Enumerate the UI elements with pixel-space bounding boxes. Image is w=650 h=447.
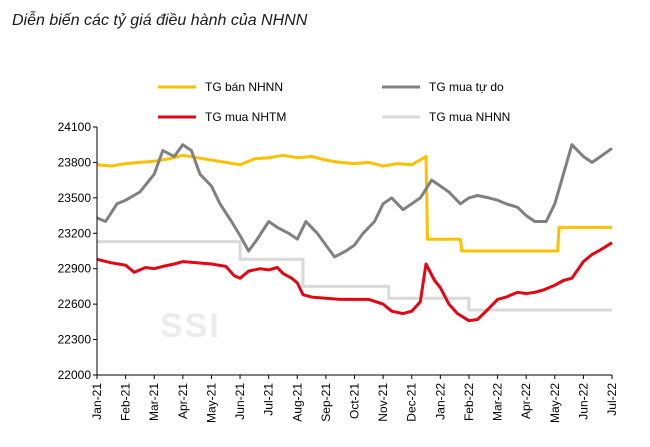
x-tick-label: Jun-22: [576, 383, 590, 420]
x-tick-label: Jan-22: [433, 383, 447, 420]
legend-label: TG mua NHTM: [205, 110, 286, 124]
y-tick-label: 23500: [58, 191, 92, 205]
y-tick-label: 22000: [58, 368, 92, 382]
x-tick-label: Jul-22: [605, 383, 619, 416]
x-tick-label: Nov-21: [376, 383, 390, 422]
series-line-1: [96, 153, 612, 253]
x-tick-label: Jun-21: [233, 383, 247, 420]
x-tick-label: May-22: [548, 383, 562, 423]
chart-title: Diễn biến các tỷ giá điều hành của NHNN: [12, 12, 308, 29]
x-tick-label: Feb-22: [462, 383, 476, 421]
y-tick-label: 22900: [58, 262, 92, 276]
y-tick-label: 22600: [58, 297, 92, 311]
legend-label: TG mua tự do: [429, 80, 504, 94]
x-tick-label: Apr-21: [176, 383, 190, 419]
series-line-4: [97, 240, 612, 312]
series-line-3: [96, 241, 613, 323]
x-tick-label: Aug-21: [290, 383, 304, 422]
y-tick-label: 23200: [58, 226, 92, 240]
watermark-text: SSI: [160, 307, 221, 345]
y-tick-label: 24100: [58, 120, 92, 134]
x-tick-label: Mar-21: [147, 383, 161, 421]
x-tick-label: Mar-22: [491, 383, 505, 421]
x-tick-label: Dec-21: [405, 383, 419, 422]
x-tick-label: Jan-21: [90, 383, 104, 420]
x-tick-label: Oct-21: [348, 383, 362, 419]
x-tick-label: Apr-22: [519, 383, 533, 419]
x-tick-label: Jul-21: [262, 383, 276, 416]
y-tick-label: 22300: [58, 333, 92, 347]
legend-label: TG bán NHNN: [205, 80, 283, 94]
x-tick-label: Sep-21: [319, 383, 333, 422]
x-tick-label: Feb-21: [119, 383, 133, 421]
series-line-2: [96, 143, 613, 259]
y-tick-label: 23800: [58, 155, 92, 169]
legend-label: TG mua NHNN: [429, 110, 510, 124]
x-tick-label: May-21: [204, 383, 218, 423]
